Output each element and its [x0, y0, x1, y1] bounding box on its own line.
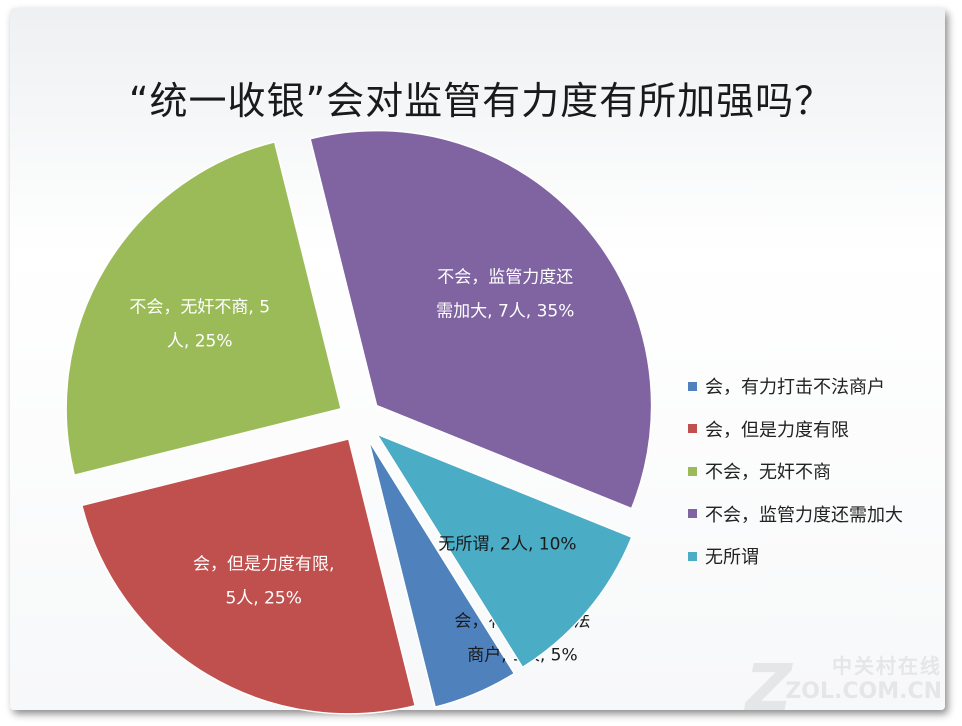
pie-slice [65, 140, 343, 477]
slice-data-label: 会，但是力度有限, 5人, 25% [193, 554, 334, 608]
slice-data-label: 不会，无奸不商, 5 人, 25% [129, 298, 270, 352]
legend-swatch [688, 509, 697, 519]
pie-slice [367, 439, 516, 708]
slice-data-label: 不会，监管力度还需加大, 7人, 35% [436, 268, 574, 322]
legend-label: 会，但是力度有限 [705, 419, 849, 441]
legend-entry: 无所谓 [688, 535, 903, 578]
legend-entry: 不会，无奸不商 [688, 450, 903, 493]
legend-swatch [688, 551, 697, 561]
legend-entry: 会，有力打击不法商户 [688, 365, 903, 408]
legend: 会，有力打击不法商户 会，但是力度有限 不会，无奸不商不会，监管力度还需加大 无所谓 [688, 365, 903, 578]
legend-swatch [688, 466, 697, 476]
legend-swatch [688, 424, 697, 434]
pie-slice [309, 129, 653, 510]
legend-swatch [688, 381, 697, 391]
legend-entry: 不会，监管力度还需加大 [688, 493, 903, 536]
pie-slice [374, 432, 633, 669]
legend-label: 不会，无奸不商 [705, 462, 831, 484]
watermark-bottom: ZOL.COM.CN [785, 679, 942, 704]
legend-entry: 会，但是力度有限 [688, 408, 903, 451]
legend-label: 无所谓 [705, 547, 759, 569]
slice-data-label: 无所谓, 2人, 10% [438, 535, 576, 555]
watermark-z-logo: Z [745, 652, 792, 726]
legend-label: 不会，监管力度还需加大 [705, 504, 903, 526]
legend-label: 会，有力打击不法商户 [705, 377, 885, 399]
chart-title: “统一收银”会对监管有力度有所加强吗？ [128, 79, 834, 123]
watermark: 中关村在线 ZOL.COM.CN [785, 650, 942, 704]
watermark-top: 中关村在线 [832, 654, 942, 678]
pie-slice [80, 437, 417, 715]
